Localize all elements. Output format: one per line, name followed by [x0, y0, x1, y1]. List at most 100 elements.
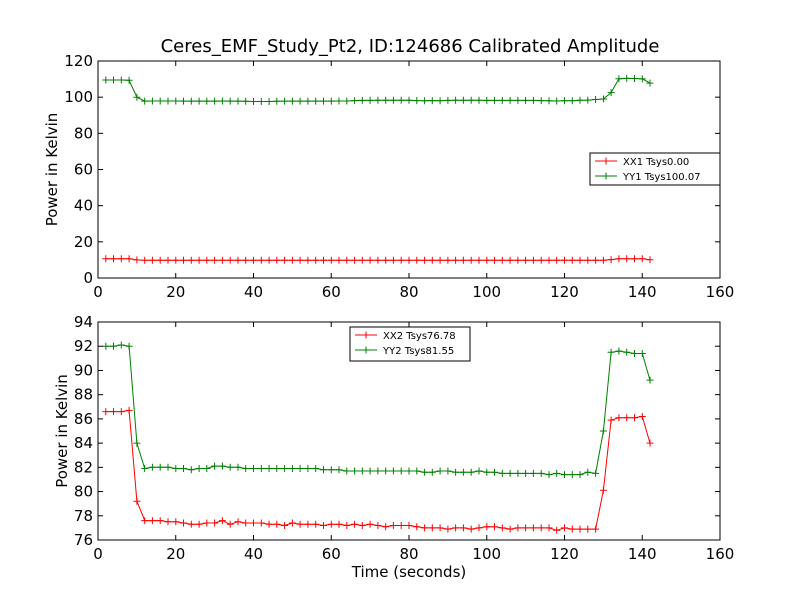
data-point [250, 519, 257, 527]
data-point [413, 97, 421, 105]
x-tick-label: 100 [472, 545, 501, 563]
y-tick-label: 84 [74, 434, 93, 452]
data-point [265, 256, 273, 264]
data-point [281, 97, 289, 105]
data-point [522, 96, 530, 104]
data-point [141, 256, 149, 264]
legend-box [349, 326, 471, 362]
data-point [397, 96, 405, 104]
data-point [444, 467, 452, 475]
x-tick-label: 40 [244, 545, 263, 563]
x-tick-label: 120 [550, 283, 579, 301]
data-point [366, 520, 374, 528]
data-point [226, 97, 234, 105]
data-point [102, 408, 110, 416]
data-point [335, 520, 343, 528]
data-point [180, 465, 187, 472]
data-point [615, 414, 623, 422]
data-point [529, 96, 537, 104]
data-point [576, 471, 584, 479]
data-point [459, 468, 467, 476]
data-point [576, 256, 584, 264]
data-point [428, 524, 436, 532]
x-tick-label: 140 [628, 283, 657, 301]
data-point [483, 468, 491, 476]
data-point [537, 256, 545, 264]
data-point [491, 523, 498, 531]
data-point [506, 256, 514, 264]
data-point [374, 522, 382, 529]
data-point [459, 524, 467, 532]
data-point [545, 524, 553, 532]
y-tick-label: 92 [74, 337, 93, 355]
data-point [343, 97, 351, 105]
data-point [257, 519, 265, 527]
y-tick-label: 78 [74, 507, 93, 525]
data-point [203, 97, 211, 105]
data-point [638, 255, 646, 263]
y-tick-label: 60 [74, 161, 93, 179]
data-point [343, 467, 351, 475]
data-point [218, 97, 226, 105]
data-point [296, 465, 304, 472]
data-point [226, 520, 234, 528]
data-point [327, 520, 335, 528]
data-point [320, 522, 327, 529]
data-point [156, 256, 164, 264]
data-point [102, 76, 110, 84]
data-point [592, 96, 600, 103]
data-point [467, 525, 475, 533]
legend-marker [602, 157, 610, 165]
data-point [646, 439, 654, 447]
data-point [141, 465, 149, 472]
data-point [242, 519, 250, 527]
data-point [459, 96, 467, 104]
data-point [327, 97, 335, 105]
data-point [187, 97, 195, 105]
data-point [327, 256, 335, 264]
data-point [537, 524, 545, 532]
data-point [366, 256, 374, 264]
data-point [537, 469, 545, 477]
data-point [389, 256, 397, 264]
data-point [592, 469, 600, 477]
data-point [218, 256, 226, 264]
data-point [631, 414, 638, 422]
data-point [187, 256, 195, 264]
x-tick-label: 20 [166, 545, 185, 563]
data-point [288, 256, 296, 264]
data-point [273, 97, 281, 105]
data-point [615, 75, 623, 83]
data-point [607, 89, 615, 97]
x-tick-label: 80 [399, 283, 418, 301]
data-point [172, 465, 180, 472]
data-point [133, 439, 141, 447]
data-point [514, 469, 522, 477]
data-point [164, 97, 172, 105]
data-point [452, 524, 460, 532]
data-point [491, 96, 498, 104]
data-point [320, 256, 327, 264]
legend-label: YY1 Tsys100.07 [622, 172, 701, 183]
data-point [584, 96, 592, 104]
data-point [312, 520, 320, 528]
data-point [250, 465, 257, 472]
data-point [180, 97, 187, 105]
data-point [561, 97, 568, 105]
data-point [288, 465, 296, 472]
data-point [218, 517, 226, 525]
data-point [646, 376, 654, 384]
data-point [615, 347, 623, 355]
x-tick-label: 80 [399, 545, 418, 563]
data-point [110, 408, 117, 416]
data-point [631, 75, 638, 82]
data-point [288, 519, 296, 527]
data-point [452, 468, 460, 476]
y-tick-label: 40 [74, 197, 93, 215]
data-point [522, 469, 530, 477]
data-point [491, 468, 498, 476]
data-point [389, 522, 397, 529]
data-point [203, 465, 211, 472]
data-point [242, 256, 250, 264]
